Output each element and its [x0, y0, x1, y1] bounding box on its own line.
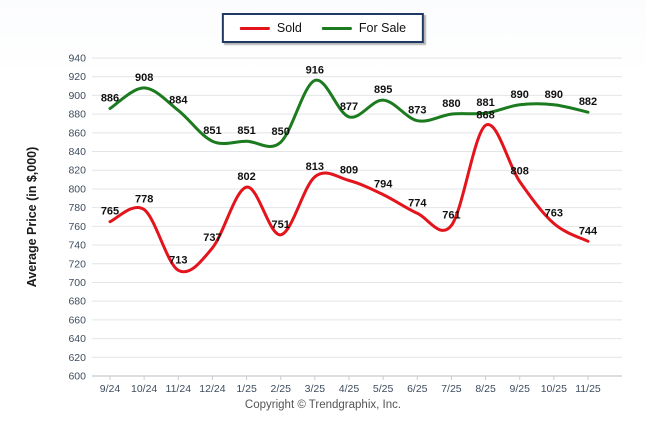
legend-label-for-sale: For Sale [358, 21, 407, 35]
x-tick-label: 10/25 [541, 383, 567, 395]
x-tick-label: 11/25 [575, 383, 601, 395]
data-point-label: 744 [579, 225, 598, 237]
copyright-text: Copyright © Trendgraphix, Inc. [244, 399, 402, 411]
gridlines [92, 57, 622, 377]
chart-legend: Sold For Sale [221, 13, 425, 43]
y-axis-labels: 940 920 900 880 860 840 820 800 780 760 740 720 700 6… [68, 53, 86, 383]
data-point-label: 916 [306, 64, 324, 76]
x-tick-label: 9/24 [100, 383, 121, 395]
x-tick-label: 2/25 [270, 383, 291, 395]
y-tick-label: 740 [68, 240, 86, 252]
data-point-label: 751 [272, 219, 290, 231]
y-tick-label: 920 [68, 71, 86, 83]
y-tick-label: 660 [68, 314, 86, 326]
y-tick-label: 840 [68, 146, 86, 158]
data-point-label: 713 [169, 254, 187, 266]
data-point-label: 908 [135, 72, 153, 84]
x-tick-label: 6/25 [407, 383, 428, 395]
data-point-label: 851 [237, 125, 255, 137]
x-tick-label: 3/25 [305, 383, 326, 395]
data-point-label: 808 [511, 165, 529, 177]
data-point-label: 868 [476, 109, 494, 121]
y-tick-label: 780 [68, 202, 86, 214]
x-tick-label: 1/25 [236, 383, 257, 395]
data-point-label: 850 [272, 126, 290, 138]
data-point-label: 802 [237, 171, 255, 183]
data-point-label: 880 [442, 98, 460, 110]
data-point-label: 886 [101, 93, 119, 105]
x-tick-label: 11/24 [166, 383, 192, 395]
data-point-label: 890 [545, 89, 563, 101]
x-tick-label: 4/25 [339, 383, 360, 395]
data-point-label: 884 [169, 94, 188, 106]
data-point-label: 890 [511, 89, 529, 101]
y-tick-label: 900 [68, 90, 86, 102]
y-tick-label: 760 [68, 221, 86, 233]
x-axis-labels: 9/24 10/24 11/24 12/24 1/25 2/25 3/25 4/25 5/25 6… [100, 376, 601, 395]
data-point-label: 765 [101, 206, 119, 218]
data-point-label: 881 [476, 97, 494, 109]
y-tick-label: 620 [68, 352, 86, 364]
legend-item-for-sale: For Sale [321, 21, 407, 35]
x-tick-label: 10/24 [131, 383, 157, 395]
sold-line-swatch [239, 26, 270, 30]
y-tick-label: 800 [68, 183, 86, 195]
data-point-label: 851 [203, 125, 221, 137]
data-point-label: 809 [340, 165, 358, 177]
data-point-labels: 886 908 884 851 851 850 916 877 895 873 880 881 890 8… [101, 64, 598, 266]
data-point-label: 761 [442, 209, 460, 221]
data-point-label: 882 [579, 96, 597, 108]
series-lines [108, 78, 590, 274]
series-line-sold [108, 123, 590, 274]
y-tick-label: 640 [68, 333, 86, 345]
y-tick-label: 880 [68, 109, 86, 121]
y-tick-label: 860 [68, 127, 86, 139]
y-tick-label: 940 [68, 53, 86, 65]
data-point-label: 813 [306, 161, 324, 173]
y-tick-label: 720 [68, 258, 86, 270]
x-tick-label: 5/25 [373, 383, 394, 395]
x-tick-label: 9/25 [509, 383, 530, 395]
x-tick-label: 8/25 [475, 383, 496, 395]
series-line-for-sale [108, 78, 590, 148]
y-tick-label: 700 [68, 277, 86, 289]
y-axis-title: Average Price (in $,000) [25, 147, 39, 288]
y-tick-label: 600 [68, 371, 86, 383]
data-point-label: 737 [203, 232, 221, 244]
data-point-label: 794 [374, 179, 393, 191]
legend-label-sold: Sold [276, 21, 302, 35]
data-point-label: 873 [408, 105, 426, 117]
legend-item-sold: Sold [239, 21, 302, 35]
for-sale-line-swatch [321, 26, 352, 30]
data-point-label: 763 [545, 208, 563, 220]
y-tick-label: 820 [68, 165, 86, 177]
data-point-label: 877 [340, 101, 358, 113]
data-point-label: 895 [374, 84, 392, 96]
x-tick-label: 12/24 [199, 383, 225, 395]
data-point-label: 774 [408, 197, 427, 209]
data-point-label: 778 [135, 194, 153, 206]
y-tick-label: 680 [68, 296, 86, 308]
x-tick-label: 7/25 [441, 383, 462, 395]
